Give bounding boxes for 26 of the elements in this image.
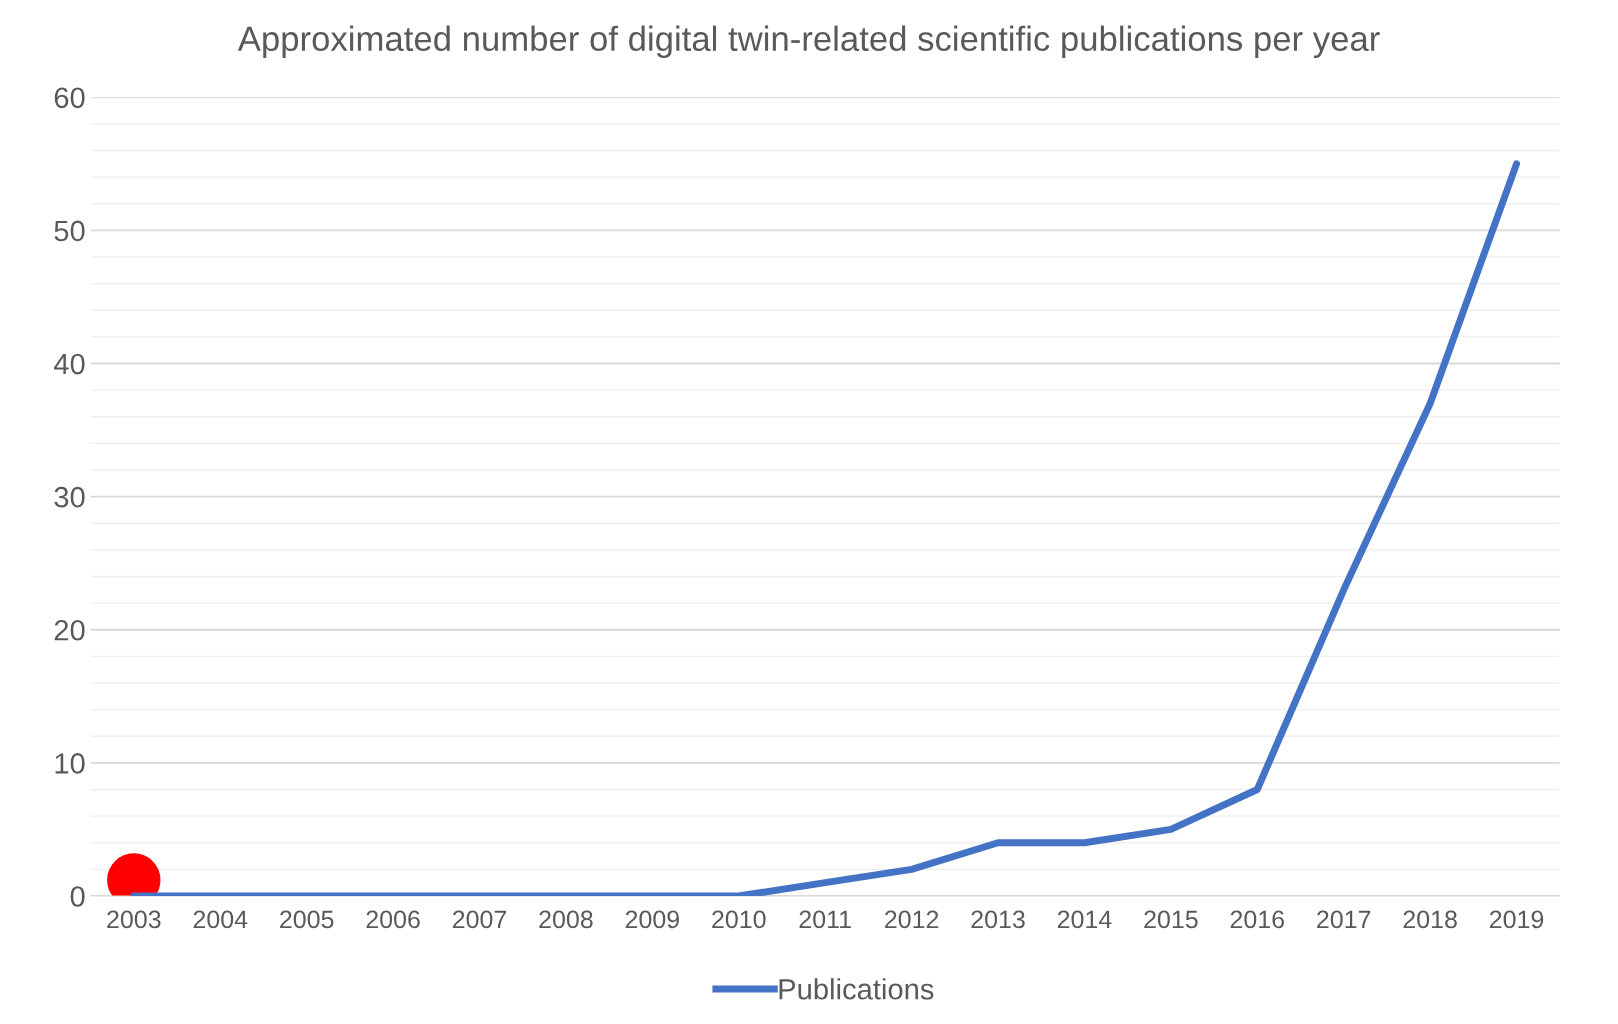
- y-tick-label: 10: [55, 753, 85, 774]
- x-tick-label: 2013: [971, 910, 1025, 929]
- x-tick-label: 2018: [1403, 910, 1457, 929]
- y-tick-label: 50: [54, 220, 85, 242]
- x-tick-label: 2014: [1057, 910, 1112, 929]
- x-tick-label: 2009: [625, 910, 679, 929]
- x-tick-label: 2006: [366, 910, 420, 929]
- x-tick-label: 2007: [452, 910, 507, 929]
- y-tick-label: 0: [70, 886, 85, 907]
- x-tick-label: 2010: [712, 910, 766, 929]
- x-tick-label: 2005: [280, 910, 334, 929]
- x-tick-label: 2008: [539, 910, 593, 929]
- x-tick-label: 2015: [1144, 910, 1198, 929]
- y-tick-label: 40: [53, 353, 85, 375]
- x-tick-label: 2017: [1317, 910, 1371, 929]
- x-tick-label: 2003: [107, 910, 161, 929]
- x-tick-label: 2019: [1489, 910, 1544, 929]
- x-tick-label: 2004: [193, 910, 248, 929]
- x-tick-label: 2012: [885, 910, 939, 929]
- chart-title: Approximated number of digital twin-related scientific publications per year: [237, 25, 1380, 58]
- x-tick-label: 2016: [1230, 910, 1284, 929]
- y-tick-label: 30: [54, 486, 85, 508]
- y-tick-label: 20: [54, 619, 85, 641]
- x-tick-label: 2011: [799, 910, 851, 929]
- legend-label: Publications: [779, 978, 934, 1000]
- y-tick-label: 60: [54, 87, 85, 109]
